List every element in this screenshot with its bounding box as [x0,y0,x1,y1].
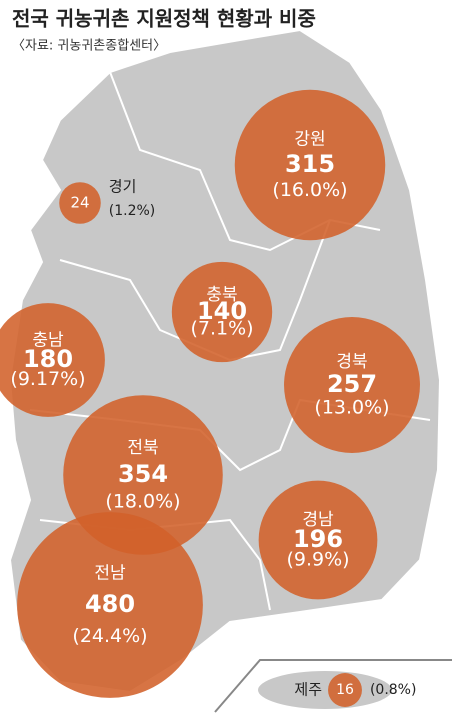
bubble [17,512,203,698]
region-name: 경기 [109,178,137,196]
region-name: 경남 [302,510,334,530]
region-name: 강원 [294,129,325,149]
value-label: 354 [118,460,168,488]
share-label: (1.2%) [109,203,155,219]
region-name: 충남 [32,331,64,351]
share-label: (9.9%) [286,549,349,571]
bubble [258,480,378,600]
value-label: 180 [23,345,73,373]
share-label: (7.1%) [190,318,253,340]
bubble [328,673,362,707]
bubble [171,261,273,363]
share-label: (18.0%) [105,491,180,513]
region-name: 전북 [127,438,158,458]
chart-title: 전국 귀농귀촌 지원정책 현황과 비중 [12,7,316,31]
region-name: 전남 [94,563,126,583]
chart-subtitle: 〈자료: 귀농귀촌종합센터〉 [12,39,166,54]
bubble [0,303,105,417]
value-label: 140 [197,297,247,325]
bubble [59,182,101,224]
share-label: (16.0%) [272,179,347,201]
value-label: 16 [336,682,354,698]
value-label: 24 [70,194,89,212]
share-label: (9.17%) [10,368,85,390]
value-label: 257 [327,370,377,398]
share-label: (13.0%) [314,397,389,419]
bubble [284,317,420,453]
value-label: 315 [285,150,335,178]
share-label: (24.4%) [72,625,147,647]
region-name: 충북 [206,285,237,305]
bubbles: 강원315(16.0%)24경기(1.2%)충북140(7.1%)충남180(9… [0,89,420,707]
share-label: (0.8%) [370,682,417,698]
value-label: 480 [85,590,135,618]
value-label: 196 [293,525,343,553]
bubble [234,89,386,241]
region-name: 제주 [294,681,322,699]
region-name: 경북 [336,352,367,372]
